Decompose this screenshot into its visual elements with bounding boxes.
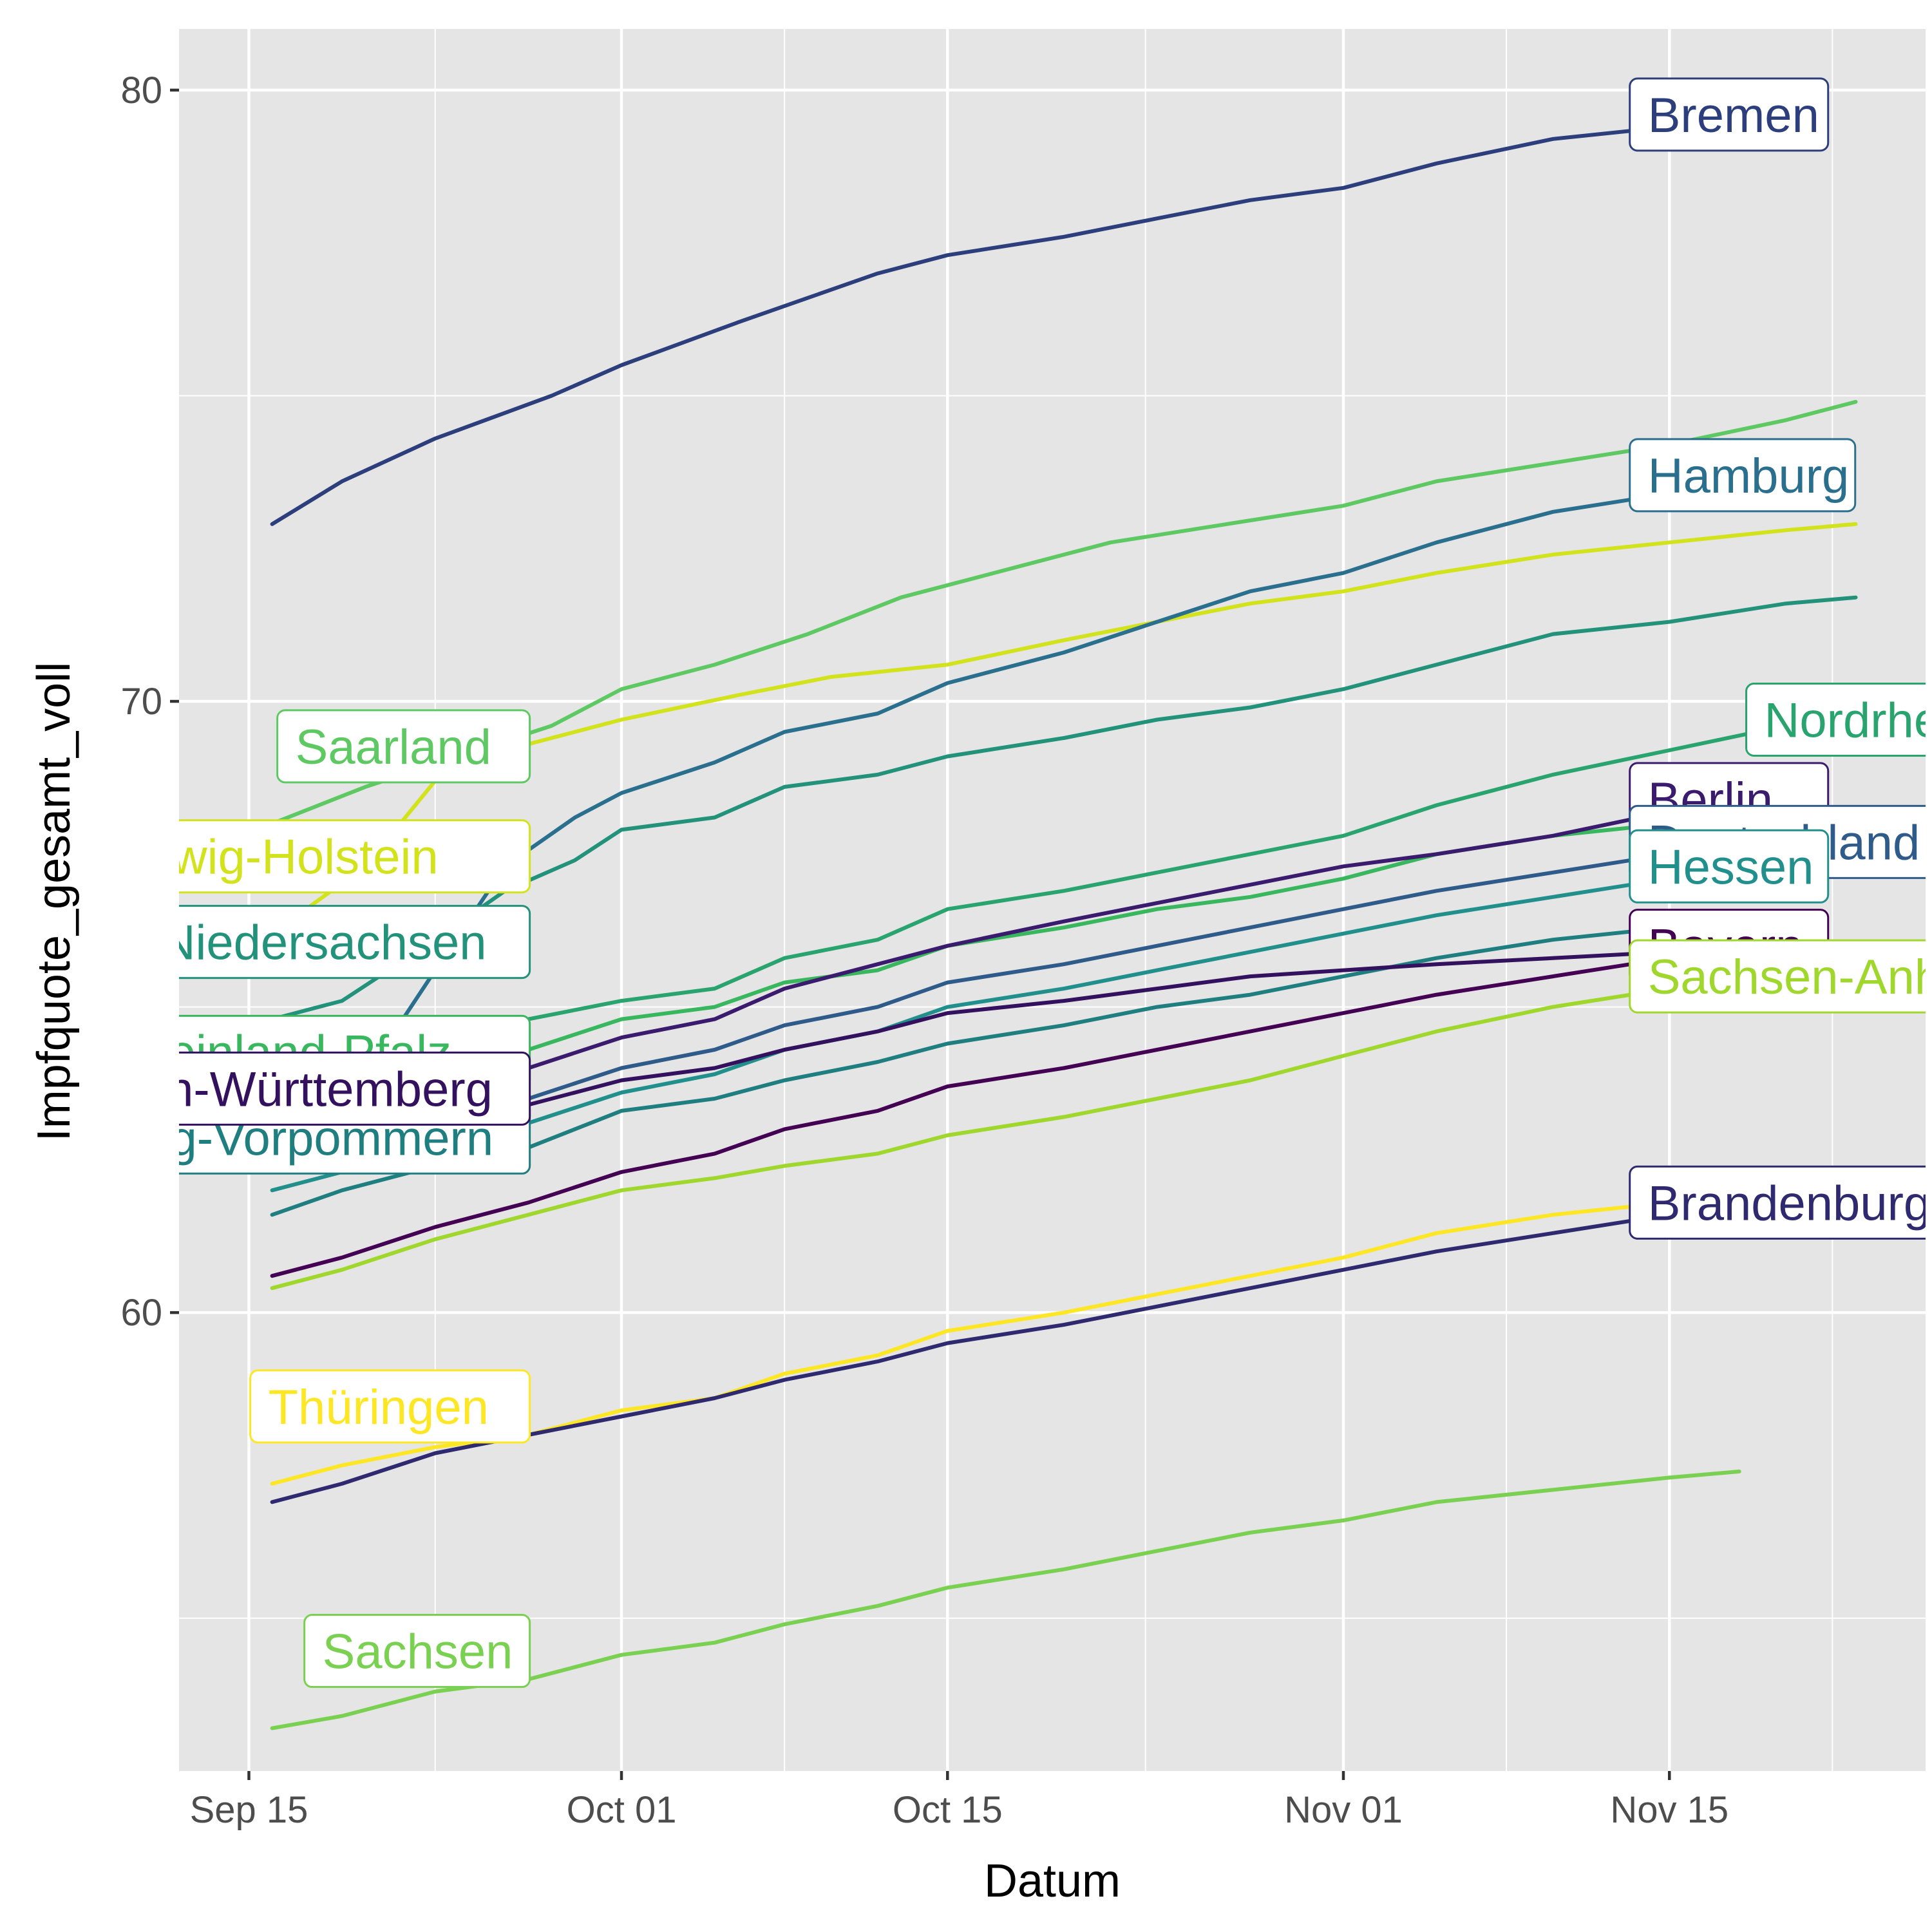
series-label-text: Schleswig-Holstein bbox=[25, 830, 439, 885]
series-label-text: Hessen bbox=[1648, 840, 1814, 895]
series-label-box bbox=[303, 1614, 531, 1689]
series-label-hamburg: Hamburg bbox=[1629, 438, 1857, 513]
axes: Sep 15 Oct 01 Oct 15 Nov 01 Nov 15 60 70 80 bbox=[120, 70, 1728, 1831]
series-label-nordrhein-westfalen: Nordrhein-Westfalen bbox=[1745, 683, 1932, 757]
series-label-schleswig-holstein: Schleswig-Holstein bbox=[25, 819, 531, 894]
series-label-niedersachsen: Niedersachsen bbox=[160, 905, 531, 980]
series-label-box bbox=[1629, 438, 1857, 513]
series-labels: Bremen Saarland Schleswig-Holstein Hamburg N… bbox=[25, 77, 1932, 1689]
series-label-box bbox=[179, 819, 531, 894]
series-label-sachsen-anhalt: Sachsen-Anhalt bbox=[1629, 939, 1932, 1014]
series-label-bremen: Bremen bbox=[1629, 77, 1830, 152]
x-tick-label: Nov 01 bbox=[1284, 1789, 1403, 1831]
series-label-baden-w-rttemberg: Baden-Württemberg bbox=[52, 1051, 531, 1126]
y-tick-label: 80 bbox=[120, 70, 162, 111]
series-label-text: Thüringen bbox=[269, 1380, 489, 1435]
series-label-box bbox=[1629, 1165, 1926, 1240]
series-label-saarland: Saarland bbox=[276, 709, 531, 784]
series-label-box bbox=[1629, 77, 1830, 152]
x-axis-title: Datum bbox=[984, 1855, 1121, 1907]
series-label-box bbox=[179, 905, 531, 980]
series-label-box bbox=[249, 1369, 531, 1444]
series-label-sachsen: Sachsen bbox=[303, 1614, 531, 1689]
x-tick-label: Nov 15 bbox=[1610, 1789, 1728, 1831]
series-line-bayern bbox=[270, 943, 1741, 1278]
series-label-brandenburg: Brandenburg bbox=[1629, 1165, 1931, 1240]
series-label-box bbox=[1629, 829, 1830, 904]
series-label-text: Nordrhein-Westfalen bbox=[1765, 694, 1932, 748]
series-label-box bbox=[1629, 939, 1926, 1014]
series-label-text: Hamburg bbox=[1648, 449, 1850, 504]
series-label-text: Bremen bbox=[1648, 88, 1819, 143]
x-tick-label: Oct 01 bbox=[567, 1789, 677, 1831]
series-line-bremen bbox=[270, 112, 1741, 526]
x-tick-label: Oct 15 bbox=[893, 1789, 1003, 1831]
series-label-text: Sachsen-Anhalt bbox=[1648, 950, 1932, 1005]
series-label-box bbox=[276, 709, 531, 784]
series-line-sachsen-anhalt bbox=[270, 974, 1741, 1291]
series-label-box bbox=[1745, 683, 1926, 757]
y-axis-title: Impfquote_gesamt_voll bbox=[28, 662, 80, 1141]
series-label-text: Baden-Württemberg bbox=[52, 1062, 493, 1117]
series-label-hessen: Hessen bbox=[1629, 829, 1830, 904]
series-label-th-ringen: Thüringen bbox=[249, 1369, 531, 1444]
series-label-text: Sachsen bbox=[323, 1625, 513, 1680]
x-tick-label: Sep 15 bbox=[190, 1789, 308, 1831]
series-label-box bbox=[179, 1051, 531, 1126]
y-tick-label: 70 bbox=[120, 681, 162, 723]
y-tick-label: 60 bbox=[120, 1292, 162, 1334]
series-label-text: Saarland bbox=[296, 720, 491, 775]
series-label-text: Niedersachsen bbox=[160, 916, 487, 971]
series-label-text: Brandenburg bbox=[1648, 1176, 1931, 1231]
